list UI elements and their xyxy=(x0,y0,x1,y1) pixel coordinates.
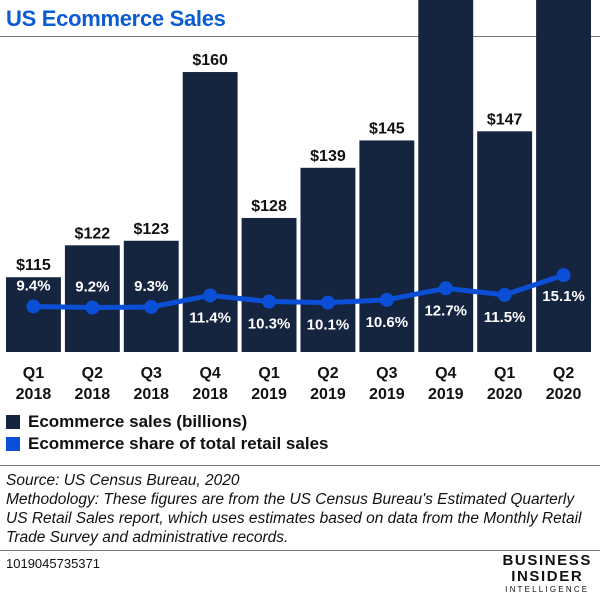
bar-label-0: $115 xyxy=(16,257,51,274)
x-tick-year-1: 2018 xyxy=(75,386,111,403)
source-note: Source: US Census Bureau, 2020 xyxy=(6,472,240,489)
bar-5 xyxy=(300,167,356,352)
x-tick-quarter-4: Q1 xyxy=(258,365,279,382)
x-tick-quarter-1: Q2 xyxy=(82,365,103,382)
legend-swatch-bars xyxy=(6,415,20,429)
x-tick-quarter-7: Q4 xyxy=(435,365,456,382)
x-tick-quarter-5: Q2 xyxy=(317,365,338,382)
x-tick-year-4: 2019 xyxy=(251,386,287,403)
bar-2 xyxy=(123,240,179,352)
notes-divider xyxy=(0,465,600,466)
x-tick-quarter-9: Q2 xyxy=(553,365,574,382)
x-tick-year-8: 2020 xyxy=(487,386,523,403)
chart-title: US Ecommerce Sales xyxy=(6,6,226,31)
line-label-5: 10.1% xyxy=(307,317,350,334)
line-point-0 xyxy=(26,299,41,314)
bar-6 xyxy=(359,140,415,352)
legend-swatch-line xyxy=(6,437,20,451)
x-tick-year-3: 2018 xyxy=(192,386,228,403)
bar-4 xyxy=(241,217,297,352)
top-divider xyxy=(0,36,600,37)
bar-label-5: $139 xyxy=(310,148,346,165)
x-tick-year-6: 2019 xyxy=(369,386,405,403)
legend-label-line: Ecommerce share of total retail sales xyxy=(28,434,329,453)
line-label-1: 9.2% xyxy=(75,279,109,296)
bar-label-2: $123 xyxy=(133,221,169,238)
business-insider-logo: BUSINESS INSIDER INTELLIGENCE xyxy=(502,552,592,595)
bar-3 xyxy=(182,72,238,352)
x-tick-quarter-6: Q3 xyxy=(376,365,397,382)
line-point-1 xyxy=(85,300,100,315)
line-label-6: 10.6% xyxy=(366,314,409,331)
line-label-9: 15.1% xyxy=(542,288,585,305)
methodology-note: Methodology: These figures are from the … xyxy=(6,491,582,546)
x-tick-quarter-0: Q1 xyxy=(23,365,44,382)
x-tick-quarter-3: Q4 xyxy=(199,365,220,382)
bar-7 xyxy=(418,0,474,352)
x-tick-year-7: 2019 xyxy=(428,386,464,403)
document-id: 1019045735371 xyxy=(6,556,100,571)
x-tick-year-2: 2018 xyxy=(133,386,169,403)
x-tick-year-0: 2018 xyxy=(16,386,52,403)
share-line xyxy=(33,272,565,311)
legend-label-bars: Ecommerce sales (billions) xyxy=(28,412,248,431)
line-point-2 xyxy=(144,300,159,314)
bar-9 xyxy=(536,0,591,352)
line-point-3 xyxy=(203,288,218,303)
bar-label-1: $122 xyxy=(75,225,111,242)
bar-0 xyxy=(6,277,61,352)
x-tick-year-5: 2019 xyxy=(310,386,346,403)
line-point-8 xyxy=(497,287,512,302)
bar-label-8: $147 xyxy=(487,111,523,128)
bar-label-4: $128 xyxy=(251,198,287,215)
legend-item-line: Ecommerce share of total retail sales xyxy=(6,434,328,454)
x-tick-year-9: 2020 xyxy=(546,386,582,403)
chart-svg: $115 Q1 2018 $122 Q2 2018 $123 Q3 2018 $160 Q4 2018… xyxy=(6,0,591,403)
line-point-7 xyxy=(438,281,453,296)
line-label-4: 10.3% xyxy=(248,316,291,333)
bar-label-6: $145 xyxy=(369,120,405,137)
line-label-7: 12.7% xyxy=(424,302,467,319)
x-tick-quarter-2: Q3 xyxy=(141,365,162,382)
bar-1 xyxy=(64,245,120,352)
legend-item-bars: Ecommerce sales (billions) xyxy=(6,412,247,432)
line-point-5 xyxy=(320,295,335,310)
bar-8 xyxy=(477,131,533,352)
line-label-3: 11.4% xyxy=(189,309,231,326)
line-point-4 xyxy=(262,294,277,309)
line-point-9 xyxy=(556,268,571,283)
line-label-0: 9.4% xyxy=(16,277,50,294)
line-point-6 xyxy=(379,292,394,307)
notes: Source: US Census Bureau, 2020 Methodolo… xyxy=(6,471,586,547)
bar-label-3: $160 xyxy=(192,52,228,69)
x-tick-quarter-8: Q1 xyxy=(494,365,515,382)
line-label-8: 11.5% xyxy=(484,309,526,326)
line-label-2: 9.3% xyxy=(134,278,168,295)
footer-divider xyxy=(0,550,600,551)
